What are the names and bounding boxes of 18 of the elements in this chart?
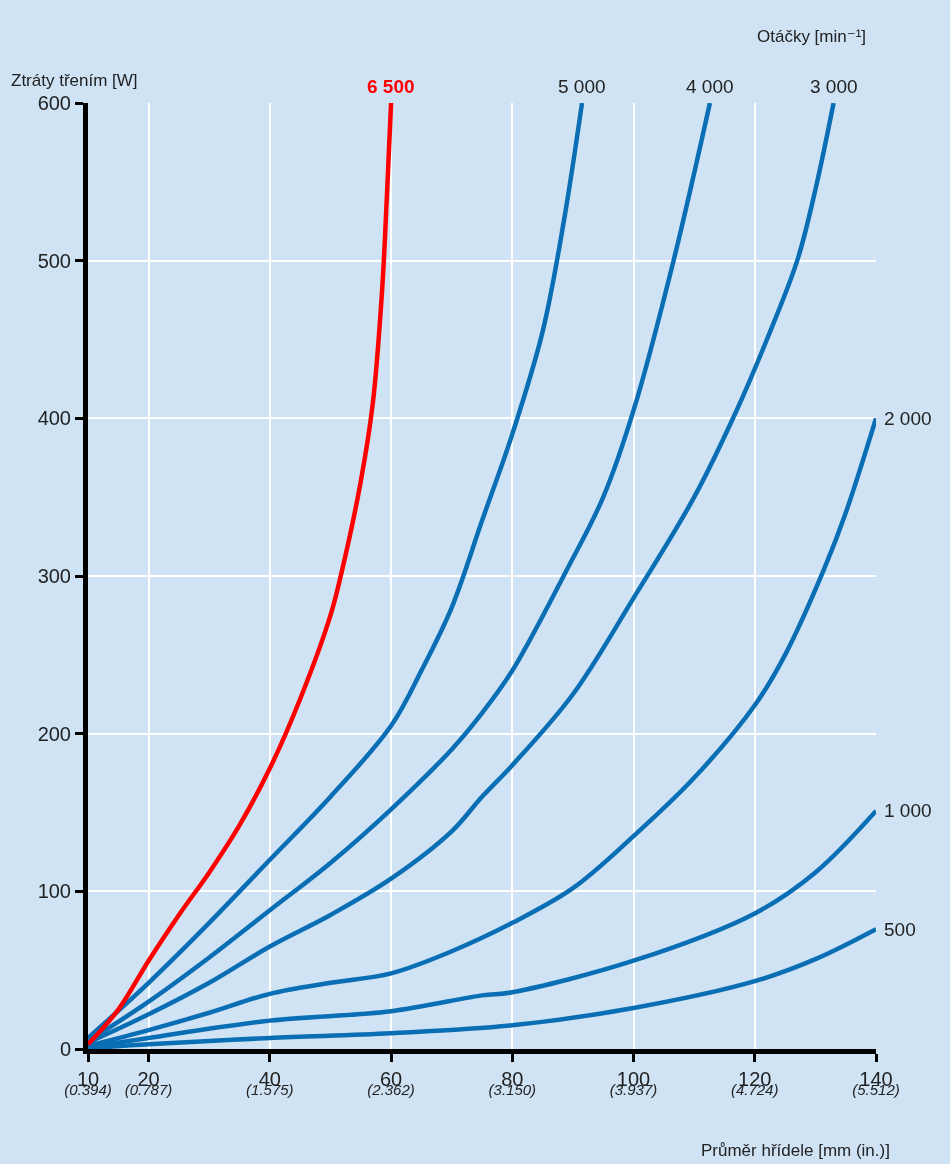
series-label: 2 000 bbox=[884, 408, 932, 429]
y-tick-label: 200 bbox=[37, 722, 71, 745]
line-series bbox=[88, 103, 394, 1047]
legend-title: Otáčky [min⁻¹] bbox=[757, 27, 867, 46]
series-label: 6 500 bbox=[367, 76, 415, 97]
y-tick-label: 400 bbox=[37, 407, 71, 430]
y-tick-label: 500 bbox=[37, 249, 71, 272]
series-label: 5 000 bbox=[558, 76, 606, 97]
series-label: 1 000 bbox=[884, 800, 932, 821]
y-tick-label: 0 bbox=[59, 1038, 71, 1060]
y-tick-label: 600 bbox=[37, 92, 71, 114]
series-label: 500 bbox=[884, 919, 916, 940]
x-axis-title: Průměr hřídele [mm (in.)] bbox=[701, 1141, 890, 1160]
series-label: 4 000 bbox=[686, 76, 734, 97]
series-label: 3 000 bbox=[810, 76, 858, 97]
y-tick-label: 300 bbox=[37, 565, 71, 587]
y-axis-title: Ztráty třením [W] bbox=[11, 71, 138, 90]
y-tick-label: 100 bbox=[37, 880, 71, 903]
